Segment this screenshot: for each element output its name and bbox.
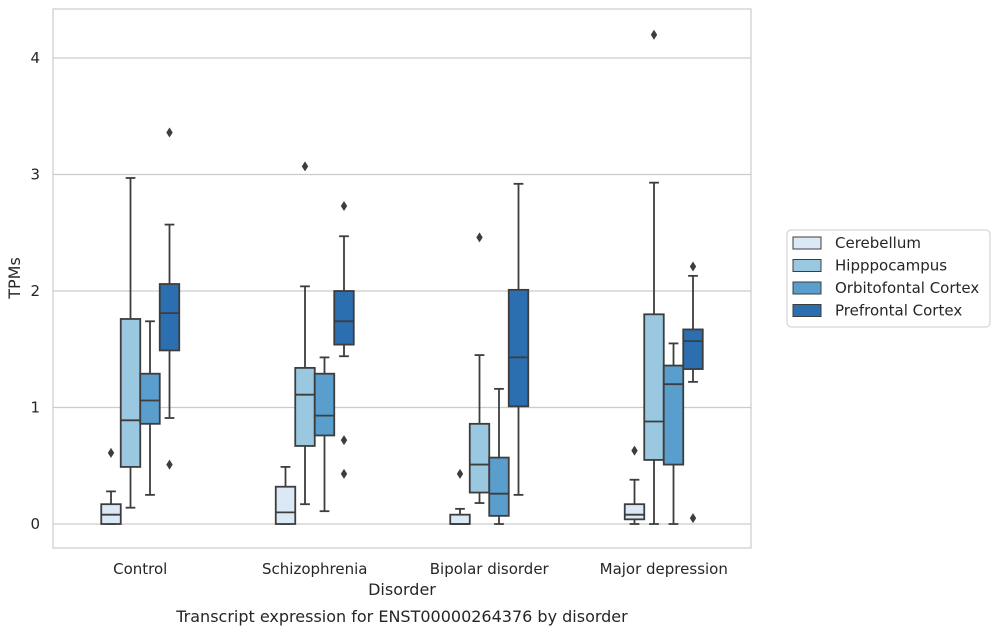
y-tick-label: 1 <box>30 399 40 417</box>
legend-label: Hipppocampus <box>835 257 947 275</box>
x-tick-label: Bipolar disorder <box>430 560 550 578</box>
x-tick-label: Major depression <box>600 560 728 578</box>
box <box>468 422 491 494</box>
outlier-point <box>166 127 173 138</box>
outlier-point <box>476 232 483 243</box>
legend-swatch <box>792 259 822 272</box>
box-group <box>507 182 530 496</box>
outlier-point <box>301 161 309 172</box>
box <box>488 456 510 517</box>
outlier-point <box>340 468 348 479</box>
box <box>333 290 355 346</box>
box <box>313 372 336 437</box>
box <box>158 283 181 352</box>
y-tick-labels: 0 1 2 3 4 <box>30 49 40 533</box>
box <box>449 513 471 525</box>
box-group <box>682 261 704 524</box>
box-group <box>333 200 355 479</box>
y-axis-label: TPMs <box>5 257 24 300</box>
y-tick-label: 2 <box>30 282 40 300</box>
outlier-point <box>340 200 348 211</box>
y-tick-label: 0 <box>30 515 40 533</box>
legend-swatch <box>792 281 822 295</box>
plot-area <box>52 8 752 549</box>
legend-swatch <box>792 236 822 250</box>
box-group <box>158 127 181 470</box>
box-group <box>119 177 142 509</box>
box <box>274 485 297 525</box>
legend: Cerebellum Hipppocampus Orbitofontal Corte… <box>786 229 991 328</box>
outlier-point <box>340 435 348 446</box>
legend-label: Prefrontal Cortex <box>835 302 962 320</box>
box <box>682 328 704 370</box>
box-group <box>100 447 122 525</box>
outlier-point <box>631 445 638 456</box>
x-tick-label: Schizophrenia <box>262 560 367 578</box>
box-group <box>662 342 685 525</box>
chart-caption: Transcript expression for ENST0000026437… <box>175 607 628 626</box>
outlier-point <box>650 29 658 40</box>
box <box>643 313 665 461</box>
outlier-point <box>689 513 697 524</box>
x-axis-label: Disorder <box>368 580 436 599</box>
legend-frame <box>786 229 991 328</box>
box <box>294 366 316 447</box>
legend-label: Orbitofontal Cortex <box>835 279 979 297</box>
box-group <box>468 232 491 504</box>
box-elements <box>100 29 704 525</box>
legend-swatch <box>792 304 822 317</box>
outlier-point <box>456 468 464 479</box>
outlier-point <box>166 459 173 470</box>
box <box>662 364 685 466</box>
legend-label: Cerebellum <box>835 234 921 252</box>
y-tick-label: 3 <box>30 166 40 184</box>
y-tick-label: 4 <box>30 49 40 67</box>
box-group <box>488 387 510 525</box>
outlier-point <box>689 261 697 272</box>
box <box>119 318 142 468</box>
x-tick-label: Control <box>113 560 167 578</box>
box <box>139 372 161 425</box>
x-tick-labels: Control Schizophrenia Bipolar disorder Majo… <box>113 560 728 578</box>
box <box>623 503 646 521</box>
box <box>507 288 530 408</box>
box-group <box>294 161 316 506</box>
box-group <box>449 468 471 525</box>
box-group <box>623 445 646 525</box>
box-group <box>139 320 161 496</box>
box-group <box>313 356 336 513</box>
box-group <box>274 466 297 525</box>
outlier-point <box>107 447 115 458</box>
